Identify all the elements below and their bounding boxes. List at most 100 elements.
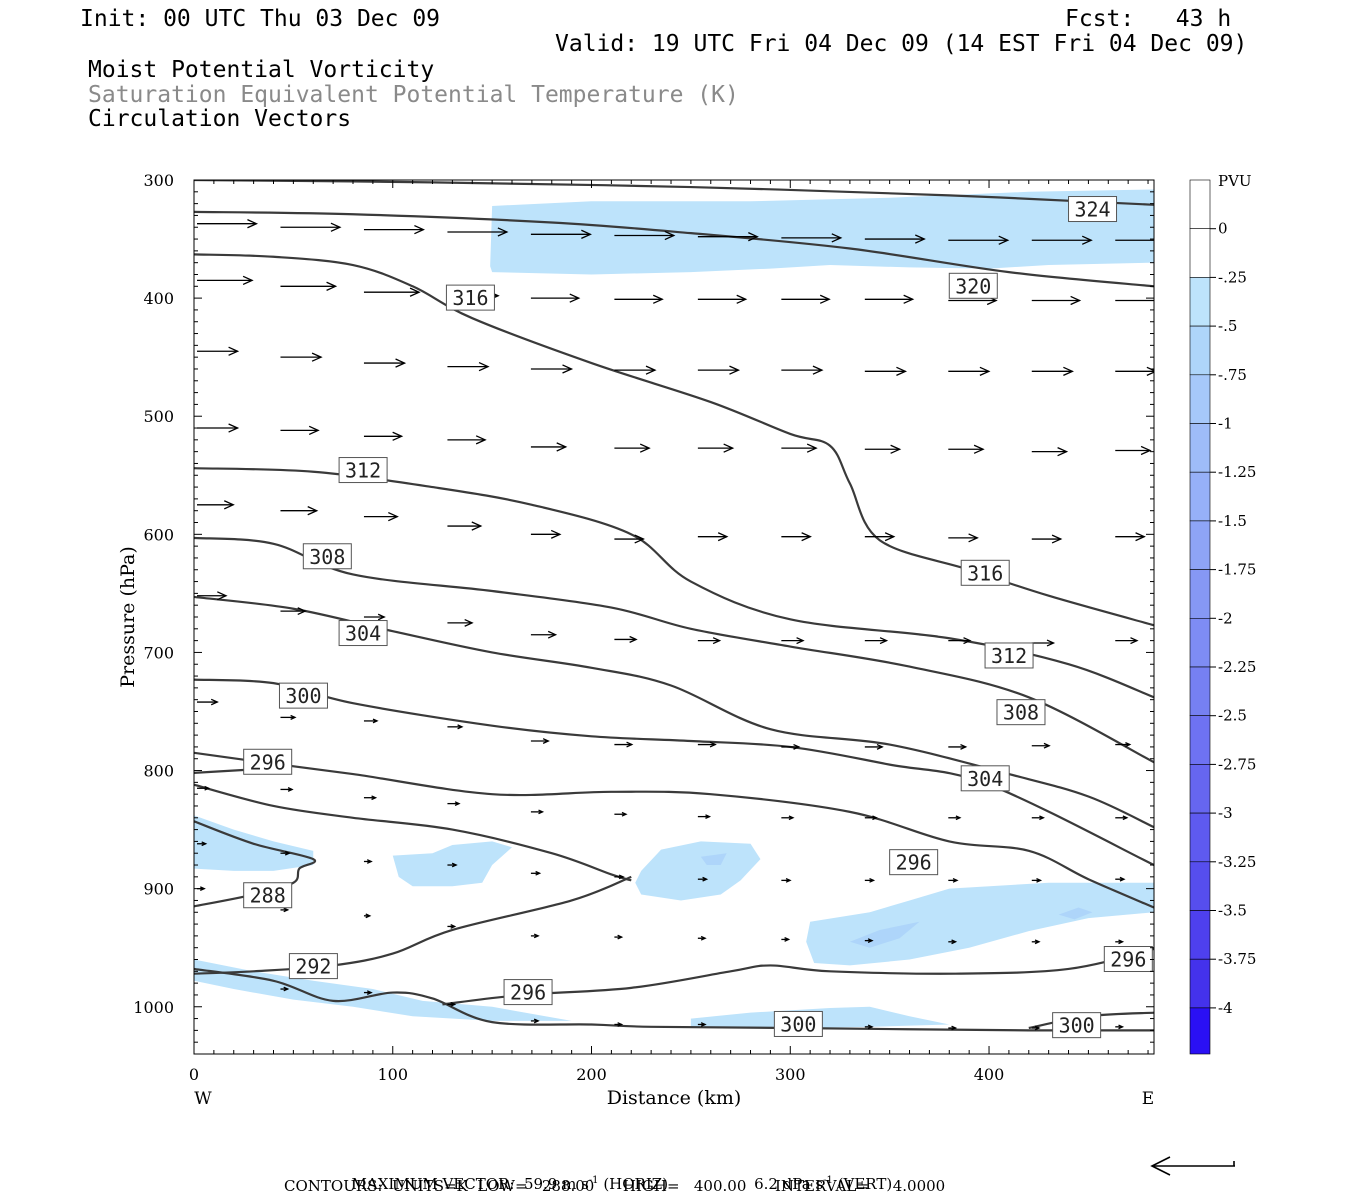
colorbar-segment <box>1189 812 1211 863</box>
circulation-vector <box>864 938 874 944</box>
circulation-vector <box>363 859 373 864</box>
contour-label: 296 <box>1103 946 1153 973</box>
circulation-vector <box>363 511 399 522</box>
circulation-vector <box>948 444 985 454</box>
circulation-vector <box>781 443 818 453</box>
contour-label: 316 <box>445 284 495 311</box>
circulation-vector <box>1115 1024 1125 1030</box>
colorbar-level-label: -1.5 <box>1218 512 1247 530</box>
colorbar-segment <box>1189 423 1211 473</box>
theta-es-contour <box>194 783 632 882</box>
contour-label-text: 312 <box>345 459 381 483</box>
circulation-vector <box>447 618 474 627</box>
init-time: Init: 00 UTC Thu 03 Dec 09 <box>80 6 441 32</box>
circulation-vector <box>1115 296 1154 305</box>
field-title-mpv: Moist Potential Vorticity <box>88 57 435 83</box>
theta-es-contour <box>194 210 1154 288</box>
circulation-vector <box>530 229 592 239</box>
circulation-vector <box>697 232 759 242</box>
contour-label-text: 312 <box>991 644 1027 668</box>
circulation-vector <box>280 607 307 616</box>
reference-vector-arrow <box>1150 1156 1235 1176</box>
colorbar-segment <box>1189 569 1211 619</box>
circulation-vector <box>1115 742 1132 748</box>
contour-label-text: 324 <box>1074 198 1110 222</box>
circulation-vector <box>864 532 896 542</box>
circulation-vector <box>781 233 843 243</box>
circulation-vector <box>697 443 735 453</box>
circulation-vector <box>197 698 219 706</box>
circulation-vector <box>363 224 425 235</box>
circulation-vector <box>197 346 240 356</box>
colorbar-level-label: -1.25 <box>1218 463 1256 481</box>
contour-label: 320 <box>948 272 998 299</box>
circulation-vector <box>1031 939 1041 945</box>
theta-es-contour <box>194 875 632 975</box>
circulation-vector <box>197 841 208 847</box>
max-vector-label: MAXIMUM VECTOR: <box>351 1175 515 1193</box>
circulation-vector <box>697 532 729 542</box>
circulation-vector <box>1031 534 1063 544</box>
circulation-vector <box>614 294 664 304</box>
contour-label: 304 <box>960 765 1010 792</box>
circulation-vector <box>280 352 323 362</box>
circulation-vector <box>530 933 540 939</box>
contour-label-text: 296 <box>1110 948 1146 972</box>
circulation-vector <box>530 442 568 452</box>
y-axis-title: Pressure (hPa) <box>117 546 139 688</box>
contour-label-text: 296 <box>250 750 286 774</box>
contour-label: 308 <box>302 543 352 570</box>
contour-label-text: 292 <box>295 955 331 979</box>
circulation-vector <box>1031 235 1093 245</box>
circulation-vector <box>781 743 801 750</box>
circulation-vector <box>697 741 717 748</box>
circulation-vector <box>447 801 461 807</box>
circulation-vector <box>697 935 707 941</box>
circulation-vector <box>530 809 545 815</box>
colorbar-level-label: -.25 <box>1218 268 1247 286</box>
contour-label: 300 <box>1052 1012 1102 1039</box>
contour-label-text: 320 <box>955 274 991 298</box>
circulation-vector <box>447 1002 457 1007</box>
circulation-vector <box>1115 637 1139 645</box>
contour-label-text: 300 <box>780 1012 816 1036</box>
vert-tag: (VERT) <box>837 1175 893 1193</box>
circulation-vector <box>363 613 386 621</box>
circulation-vector <box>1031 366 1074 376</box>
y-tick-label: 600 <box>143 525 174 544</box>
circulation-vector <box>530 529 562 539</box>
circulation-vector <box>363 795 378 801</box>
circulation-vector <box>614 635 638 643</box>
pv-shading-region <box>806 882 1154 966</box>
circulation-vector <box>530 870 542 876</box>
contour-label: 312 <box>984 642 1034 669</box>
circulation-vector <box>781 877 792 883</box>
colorbar-level-label: 0 <box>1218 220 1228 238</box>
circulation-vector <box>697 637 722 645</box>
circulation-vector <box>614 365 657 375</box>
circulation-vector <box>948 366 991 376</box>
circulation-vector <box>697 1022 707 1027</box>
theta-es-contour <box>194 967 1154 1032</box>
circulation-vector <box>530 630 558 639</box>
theta-es-contour <box>442 947 1154 1006</box>
circulation-vector <box>197 219 259 229</box>
forecast-hour: Fcst: 43 h <box>1065 6 1232 32</box>
y-tick-label: 700 <box>143 643 174 662</box>
circulation-vector <box>1031 1025 1041 1031</box>
y-tick-label: 500 <box>143 407 174 426</box>
x-tick-label: 100 <box>377 1065 408 1084</box>
circulation-vector <box>864 637 889 645</box>
colorbar-level-label: -2.75 <box>1218 755 1256 773</box>
circulation-vector <box>280 222 342 232</box>
max-horizontal-vector: 59.9 m s <box>523 1175 589 1193</box>
circulation-vector <box>781 937 791 942</box>
circulation-vector <box>197 275 254 286</box>
valid-time: Valid: 19 UTC Fri 04 Dec 09 (14 EST Fri … <box>555 31 1248 57</box>
contour-label-text: 304 <box>967 767 1003 791</box>
contour-label: 316 <box>960 559 1010 586</box>
circulation-vector <box>948 533 979 543</box>
circulation-vector <box>363 718 379 724</box>
circulation-vector <box>614 534 645 544</box>
circulation-vector <box>447 435 487 445</box>
